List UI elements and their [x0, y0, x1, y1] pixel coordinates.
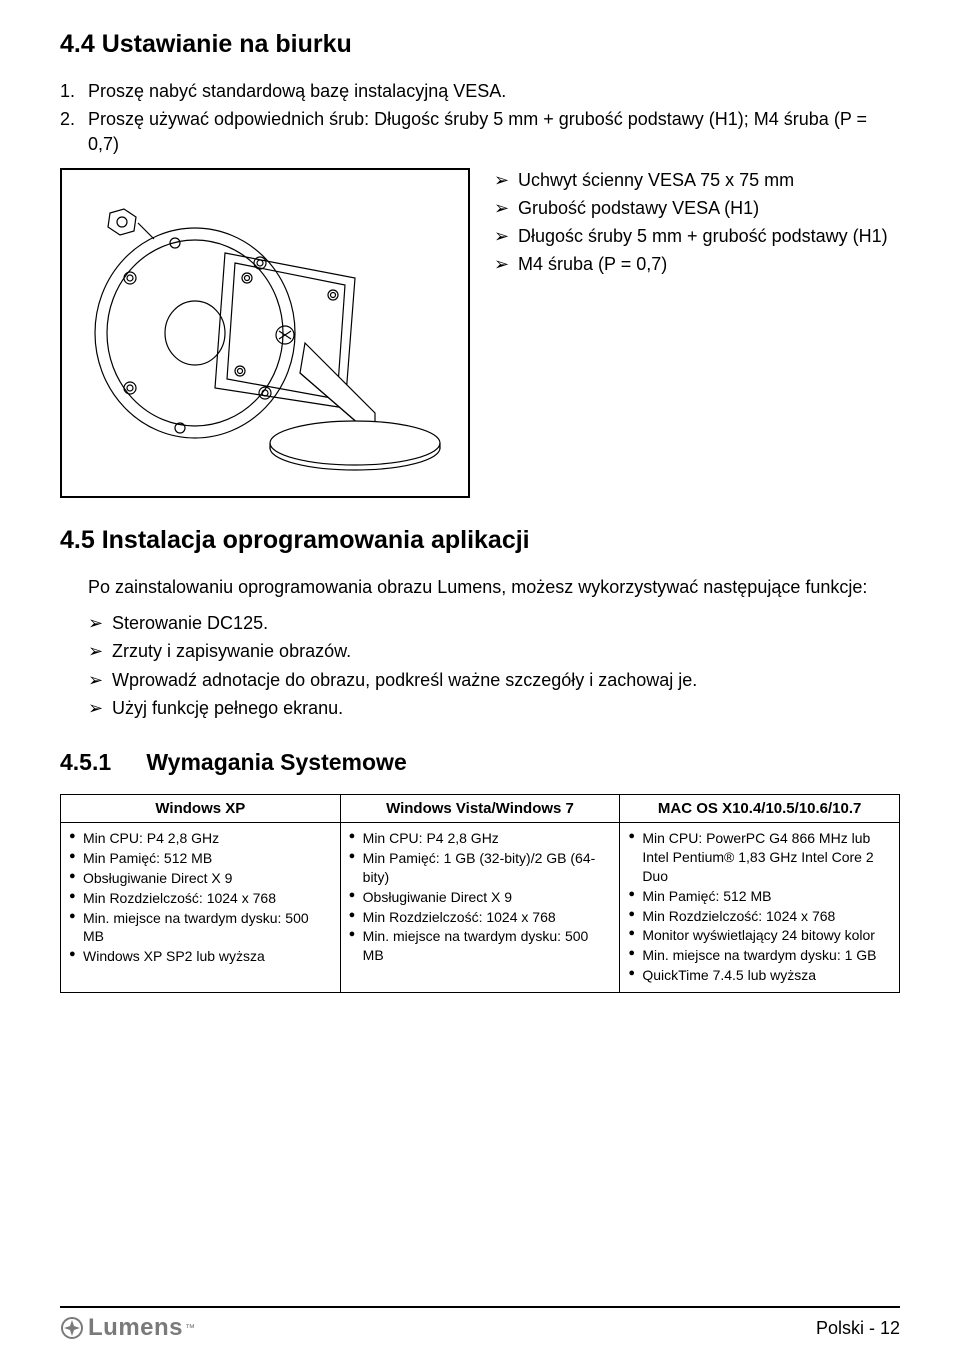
section-4-5-intro: Po zainstalowaniu oprogramowania obrazu …: [88, 575, 900, 599]
table-cell: Min CPU: P4 2,8 GHz Min Pamięć: 1 GB (32…: [340, 822, 620, 992]
table-cell: Min CPU: P4 2,8 GHz Min Pamięć: 512 MB O…: [61, 822, 341, 992]
bullet-item: Użyj funkcję pełnego ekranu.: [88, 696, 900, 721]
section-4-5-1-heading: 4.5.1 Wymagania Systemowe: [60, 749, 900, 776]
req-item: Min Pamięć: 512 MB: [69, 849, 332, 868]
req-item: Obsługiwanie Direct X 9: [69, 869, 332, 888]
bullet-item: Wprowadź adnotacje do obrazu, podkreśl w…: [88, 668, 900, 693]
trademark-icon: ™: [185, 1323, 195, 1334]
bullet-item: Zrzuty i zapisywanie obrazów.: [88, 639, 900, 664]
bullet-item: M4 śruba (P = 0,7): [494, 252, 888, 277]
page-footer: Lumens ™ Polski - 12: [60, 1306, 900, 1342]
req-item: Min CPU: P4 2,8 GHz: [69, 829, 332, 848]
bullet-item: Grubość podstawy VESA (H1): [494, 196, 888, 221]
heading-number: 4.5.1: [60, 749, 140, 776]
table-header: MAC OS X10.4/10.5/10.6/10.7: [620, 794, 900, 822]
req-item: Min. miejsce na twardym dysku: 500 MB: [69, 909, 332, 947]
req-item: Obsługiwanie Direct X 9: [349, 888, 612, 907]
section-4-4-heading: 4.4 Ustawianie na biurku: [60, 30, 900, 59]
req-item: Min Rozdzielczość: 1024 x 768: [69, 889, 332, 908]
req-item: Min CPU: PowerPC G4 866 MHz lub Intel Pe…: [628, 829, 891, 886]
list-item-2: 2. Proszę używać odpowiednich śrub: Dług…: [60, 107, 900, 156]
mount-diagram-icon: [75, 183, 455, 483]
heading-title: Wymagania Systemowe: [146, 749, 406, 775]
table-header: Windows Vista/Windows 7: [340, 794, 620, 822]
vesa-spec-list: Uchwyt ścienny VESA 75 x 75 mm Grubość p…: [494, 168, 888, 281]
bullet-item: Sterowanie DC125.: [88, 611, 900, 636]
req-item: Min Pamięć: 512 MB: [628, 887, 891, 906]
bullet-item: Długośc śruby 5 mm + grubość podstawy (H…: [494, 224, 888, 249]
item-number: 2.: [60, 107, 75, 131]
logo-text: Lumens: [88, 1314, 183, 1342]
item-text: Proszę używać odpowiednich śrub: Długośc…: [88, 109, 867, 153]
table-cell: Min CPU: PowerPC G4 866 MHz lub Intel Pe…: [620, 822, 900, 992]
req-item: Min. miejsce na twardym dysku: 500 MB: [349, 927, 612, 965]
item-number: 1.: [60, 79, 75, 103]
req-item: Min Rozdzielczość: 1024 x 768: [628, 907, 891, 926]
features-list: Sterowanie DC125. Zrzuty i zapisywanie o…: [88, 605, 900, 721]
req-item: Min Rozdzielczość: 1024 x 768: [349, 908, 612, 927]
item-text: Proszę nabyć standardową bazę instalacyj…: [88, 81, 506, 101]
page-number: Polski - 12: [816, 1318, 900, 1339]
req-item: Min. miejsce na twardym dysku: 1 GB: [628, 946, 891, 965]
req-item: QuickTime 7.4.5 lub wyższa: [628, 966, 891, 985]
lumens-logo: Lumens ™: [60, 1314, 195, 1342]
bullet-item: Uchwyt ścienny VESA 75 x 75 mm: [494, 168, 888, 193]
vesa-mount-figure: [60, 168, 470, 498]
req-item: Monitor wyświetlający 24 bitowy kolor: [628, 926, 891, 945]
table-header: Windows XP: [61, 794, 341, 822]
req-item: Min Pamięć: 1 GB (32-bity)/2 GB (64-bity…: [349, 849, 612, 887]
section-4-5-heading: 4.5 Instalacja oprogramowania aplikacji: [60, 526, 900, 555]
list-item-1: 1. Proszę nabyć standardową bazę instala…: [60, 79, 900, 103]
req-item: Windows XP SP2 lub wyższa: [69, 947, 332, 966]
logo-icon: [60, 1316, 84, 1340]
figure-row: Uchwyt ścienny VESA 75 x 75 mm Grubość p…: [60, 168, 900, 498]
req-item: Min CPU: P4 2,8 GHz: [349, 829, 612, 848]
system-requirements-table: Windows XP Windows Vista/Windows 7 MAC O…: [60, 794, 900, 993]
